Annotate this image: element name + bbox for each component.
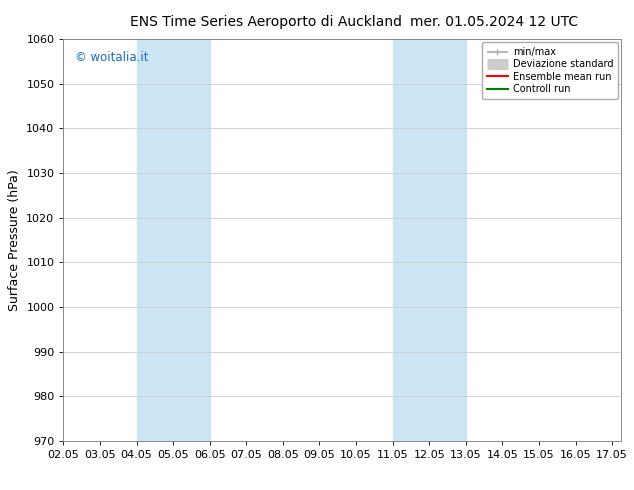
Text: mer. 01.05.2024 12 UTC: mer. 01.05.2024 12 UTC	[410, 15, 579, 29]
Text: ENS Time Series Aeroporto di Auckland: ENS Time Series Aeroporto di Auckland	[130, 15, 403, 29]
Text: © woitalia.it: © woitalia.it	[75, 51, 148, 64]
Bar	[136, 39, 210, 441]
Y-axis label: Surface Pressure (hPa): Surface Pressure (hPa)	[8, 169, 21, 311]
Bar	[392, 39, 466, 441]
Legend: min/max, Deviazione standard, Ensemble mean run, Controll run: min/max, Deviazione standard, Ensemble m…	[482, 42, 618, 99]
